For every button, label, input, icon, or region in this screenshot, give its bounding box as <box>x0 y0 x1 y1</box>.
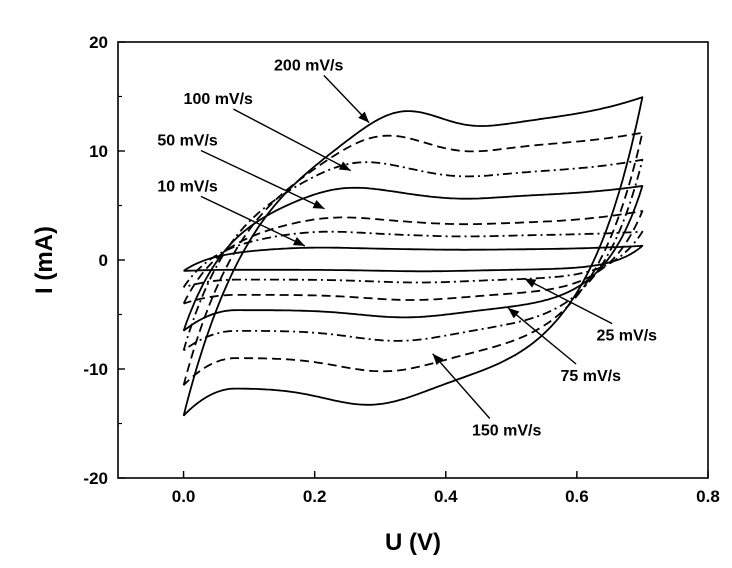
annotation-arrowhead <box>432 353 444 365</box>
annotation-label: 100 mV/s <box>184 91 253 108</box>
x-axis-title: U (V) <box>385 529 441 556</box>
x-tick-label: 0.8 <box>696 487 720 506</box>
annotation-arrow <box>233 108 352 172</box>
y-tick-label: -20 <box>83 469 108 488</box>
y-axis-title: I (mA) <box>31 226 58 294</box>
annotation-arrow <box>200 195 306 247</box>
cv-curve <box>183 244 644 273</box>
annotation-label: 10 mV/s <box>157 178 218 195</box>
cv-curve <box>182 210 644 305</box>
axis-ticks: 0.0 0.2 0.4 0.6 0.8 -20 -10 0 10 20 <box>83 33 719 506</box>
cv-curves <box>182 96 644 417</box>
annotation-arrowhead <box>312 200 325 209</box>
cv-curve <box>182 230 644 289</box>
y-tick-label: -10 <box>83 360 108 379</box>
annotation-label: 25 mV/s <box>597 328 658 345</box>
annotation-arrow <box>200 149 325 210</box>
cv-curve <box>182 158 644 352</box>
y-tick-label: 0 <box>99 251 108 270</box>
annotation-arrowhead <box>508 307 520 319</box>
annotation-arrow <box>507 307 577 365</box>
annotation-label: 200 mV/s <box>274 57 343 74</box>
annotation-arrow <box>524 277 613 325</box>
cv-curve <box>182 131 644 386</box>
annotation-arrowhead <box>292 237 305 246</box>
annotation-arrowhead <box>338 161 351 171</box>
annotation-label: 150 mV/s <box>472 422 541 439</box>
x-tick-label: 0.2 <box>303 487 327 506</box>
annotation-label: 75 mV/s <box>561 368 622 385</box>
cv-curve <box>182 185 644 332</box>
y-tick-label: 10 <box>89 142 108 161</box>
x-tick-label: 0.0 <box>172 487 196 506</box>
x-tick-label: 0.4 <box>434 487 458 506</box>
annotation-arrow <box>432 353 491 419</box>
annotations: 200 mV/s 100 mV/s 50 mV/s 10 mV/s 25 mV/s 75 … <box>157 57 657 439</box>
x-tick-label: 0.6 <box>565 487 589 506</box>
annotation-arrowhead <box>524 278 537 288</box>
annotation-label: 50 mV/s <box>157 133 218 150</box>
annotation-arrowhead <box>358 111 370 123</box>
y-tick-label: 20 <box>89 33 108 52</box>
cv-curve <box>182 96 644 417</box>
